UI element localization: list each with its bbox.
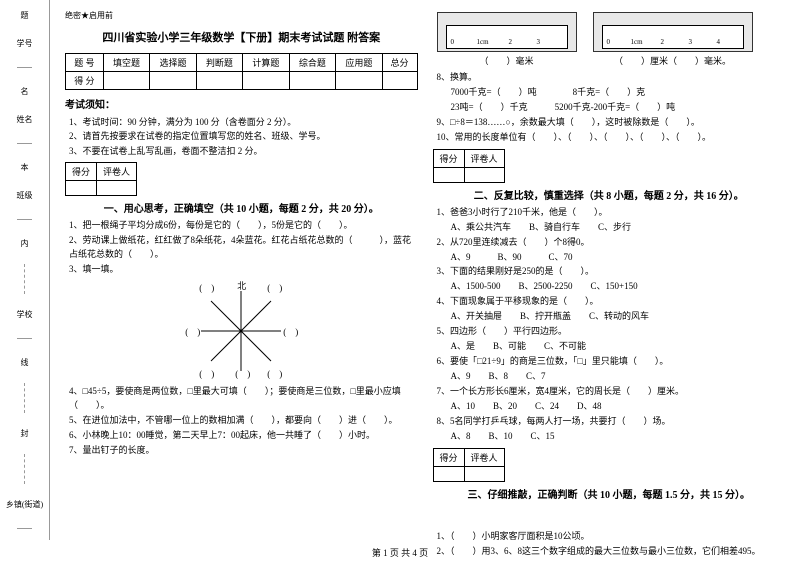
score-h-2: 选择题 — [150, 54, 196, 72]
s1-q7: 7、量出钉子的长度。 — [69, 444, 418, 458]
right-column: 0 1cm 2 3 （ ）毫米 0 1cm 2 3 — [433, 10, 786, 535]
score-h-3: 判断题 — [196, 54, 242, 72]
s2-q7o: A、10 B、20 C、24 D、48 — [451, 400, 786, 414]
q8d: 5200千克-200千克=（ ）吨 — [555, 102, 676, 112]
left-column: 绝密★启用前 四川省实验小学三年级数学【下册】期末考试试题 附答案 题 号 填空… — [65, 10, 418, 535]
s2-q6: 6、要使「□21÷9」的商是三位数，「□」里只能填（ ）。 — [437, 355, 786, 369]
s2-q6o: A、9 B、8 C、7 — [451, 370, 786, 384]
s2-q1o: A、乘公共汽车 B、骑自行车 C、步行 — [451, 221, 786, 235]
content-area: 绝密★启用前 四川省实验小学三年级数学【下册】期末考试试题 附答案 题 号 填空… — [50, 0, 800, 540]
compass-north: 北 — [237, 279, 246, 292]
section2-title: 二、反复比较，慎重选择（共 8 小题，每题 2 分，共 16 分）。 — [433, 187, 786, 202]
notice-1: 1、考试时间：90 分钟，满分为 100 分（含卷面分 2 分）。 — [69, 115, 418, 129]
spine-mid-2: 内 — [21, 238, 29, 249]
s2-q8: 8、5名同学打乒乓球，每两人打一场，共要打（ ）场。 — [437, 415, 786, 429]
spine-mid-1: 本 — [21, 162, 29, 173]
spine-item-3: 学校 — [17, 309, 33, 320]
compass-diagram: 北 ( ) ( ) ( ) ( ) ( ) ( ) ( ) — [181, 281, 301, 381]
notice-3: 3、不要在试卷上乱写乱画，卷面不整洁扣 2 分。 — [69, 144, 418, 158]
eval-table-1: 得分评卷人 — [65, 162, 137, 196]
s1-q10: 10、常用的长度单位有（ ）、（ ）、（ ）、（ ）、（ ）。 — [437, 131, 786, 145]
score-row-label: 得 分 — [66, 72, 104, 90]
q8b: 8千克=（ ）克 — [573, 87, 646, 97]
ruler-2: 0 1cm 2 3 4 （ ）厘米（ ）毫米。 — [589, 10, 757, 67]
notice-heading: 考试须知： — [65, 96, 418, 111]
s3-q1: 1、（ ）小明家客厅面积是10公顷。 — [437, 530, 786, 544]
eval-c2: 评卷人 — [97, 163, 137, 181]
page-footer: 第 1 页 共 4 页 — [0, 546, 800, 559]
s2-q5o: A、是 B、可能 C、不可能 — [451, 340, 786, 354]
s2-q8o: A、8 B、10 C、15 — [451, 430, 786, 444]
ruler2-label: （ ）厘米（ ）毫米。 — [589, 54, 757, 67]
eval-c1: 得分 — [66, 163, 97, 181]
s1-q8: 8、换算。 — [437, 71, 786, 85]
spine-item-4: 乡镇(街道) — [6, 499, 43, 510]
s1-q4: 4、□45÷5，要使商是两位数，□里最大可填（ ）；要使商是三位数，□里最小应填… — [69, 385, 418, 413]
q8a: 7000千克=（ ）吨 — [451, 87, 537, 97]
eval-table-2: 得分评卷人 — [433, 149, 505, 183]
score-h-1: 填空题 — [103, 54, 149, 72]
score-h-5: 综合题 — [289, 54, 335, 72]
spine-mid-4: 封 — [21, 428, 29, 439]
s2-q2: 2、从720里连续减去（ ）个8得0。 — [437, 236, 786, 250]
notice-2: 2、请首先按要求在试卷的指定位置填写您的姓名、班级、学号。 — [69, 129, 418, 143]
score-table: 题 号 填空题 选择题 判断题 计算题 综合题 应用题 总分 得 分 — [65, 53, 418, 90]
exam-title: 四川省实验小学三年级数学【下册】期末考试试题 附答案 — [65, 29, 418, 45]
notice-list: 1、考试时间：90 分钟，满分为 100 分（含卷面分 2 分）。 2、请首先按… — [65, 115, 418, 158]
spine-glyph: 题 — [21, 10, 29, 21]
s1-q9: 9、□÷8＝138……○，余数最大填（ ），这时被除数是（ ）。 — [437, 116, 786, 130]
s1-q1: 1、把一根绳子平均分成6份，每份是它的（ ），5份是它的（ ）。 — [69, 219, 418, 233]
secrecy-label: 绝密★启用前 — [65, 10, 418, 21]
ruler-1: 0 1cm 2 3 （ ）毫米 — [433, 10, 581, 67]
ruler1-label: （ ）毫米 — [433, 54, 581, 67]
spine-item-1: 姓名 — [17, 114, 33, 125]
score-h-7: 总分 — [382, 54, 417, 72]
s2-q4: 4、下面现象属于平移现象的是（ ）。 — [437, 295, 786, 309]
spine-item-2: 班级 — [17, 190, 33, 201]
s2-q7: 7、一个长方形长6厘米，宽4厘米，它的周长是（ ）厘米。 — [437, 385, 786, 399]
score-h-6: 应用题 — [336, 54, 382, 72]
spine-mid-0: 名 — [21, 86, 29, 97]
s1-q2: 2、劳动课上做纸花，红红做了8朵纸花，4朵蓝花。红花占纸花总数的（ ），蓝花占纸… — [69, 234, 418, 262]
q8c: 23吨=（ ）千克 — [451, 102, 528, 112]
score-h-0: 题 号 — [66, 54, 104, 72]
section1-title: 一、用心思考，正确填空（共 10 小题，每题 2 分，共 20 分）。 — [65, 200, 418, 215]
score-h-4: 计算题 — [243, 54, 289, 72]
s2-q1: 1、爸爸3小时行了210千米，他是（ ）。 — [437, 206, 786, 220]
s2-q2o: A、9 B、90 C、70 — [451, 251, 786, 265]
s1-q6: 6、小林晚上10：00睡觉，第二天早上7：00起床，他一共睡了（ ）小时。 — [69, 429, 418, 443]
spine-item-0: 学号 — [17, 38, 33, 49]
s2-q3o: A、1500-500 B、2500-2250 C、150+150 — [451, 280, 786, 294]
section3-title: 三、仔细推敲，正确判断（共 10 小题，每题 1.5 分，共 15 分）。 — [433, 486, 786, 501]
s1-q5: 5、在进位加法中，不管哪一位上的数相加满（ ），都要向（ ）进（ ）。 — [69, 414, 418, 428]
spine-mid-3: 线 — [21, 357, 29, 368]
s2-q5: 5、四边形（ ）平行四边形。 — [437, 325, 786, 339]
binding-spine: 题 学号 名 姓名 本 班级 内 学校 线 封 乡镇(街道) — [0, 0, 50, 540]
s2-q3: 3、下面的结果刚好是250的是（ ）。 — [437, 265, 786, 279]
s2-q4o: A、开关抽屉 B、拧开瓶盖 C、转动的风车 — [451, 310, 786, 324]
eval-table-3: 得分评卷人 — [433, 448, 505, 482]
s1-q3: 3、填一填。 — [69, 263, 418, 277]
